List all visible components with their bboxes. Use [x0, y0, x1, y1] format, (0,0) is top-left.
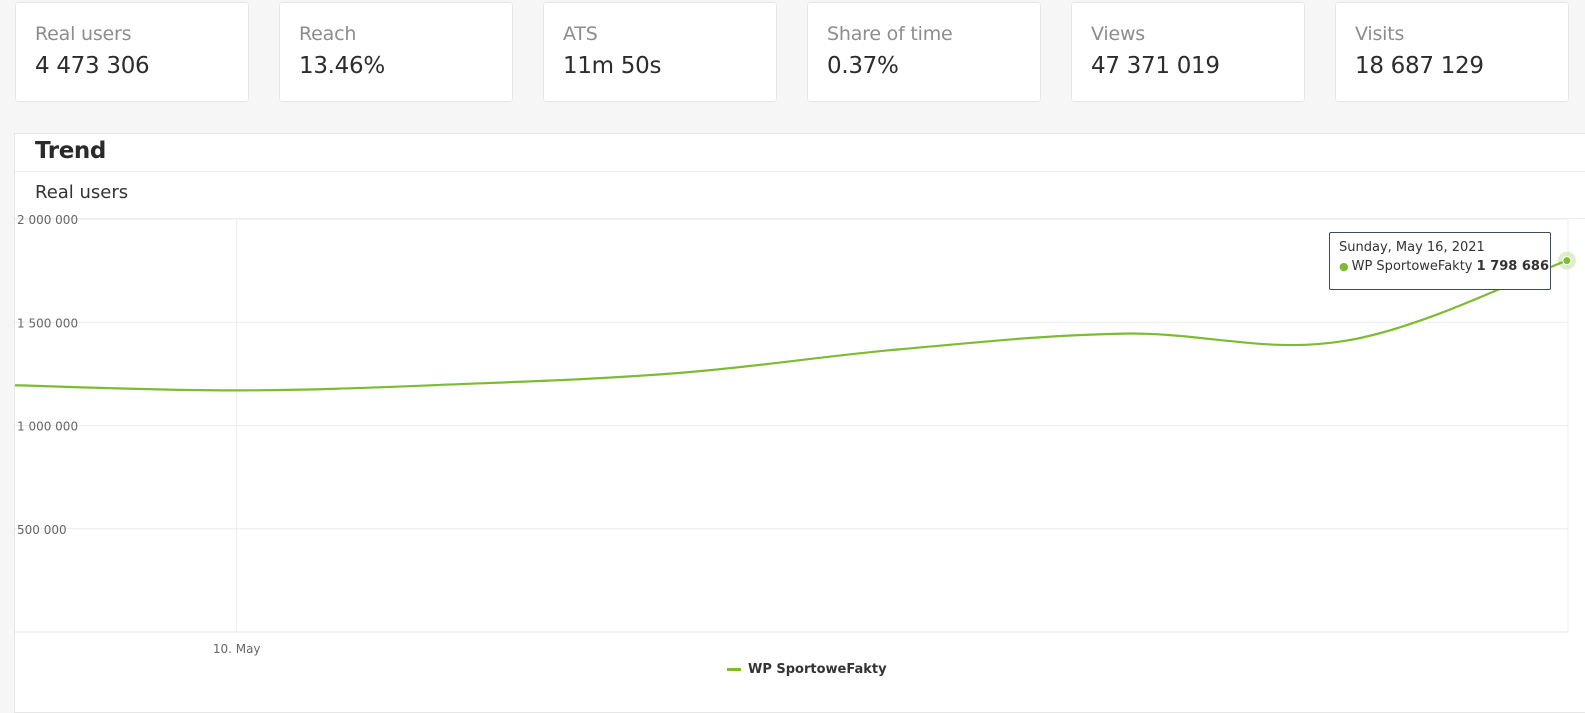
kpi-label: Share of time	[827, 23, 953, 45]
chart-tooltip: Sunday, May 16, 2021 ● WP SportoweFakty 1…	[1329, 232, 1551, 290]
kpi-card-reach[interactable]: Reach 13.46%	[279, 2, 513, 102]
panel-title: Trend	[35, 138, 106, 164]
y-tick-label: 1 500 000	[17, 316, 78, 330]
chart-subtitle: Real users	[35, 182, 129, 203]
y-tick-label: 2 000 000	[17, 213, 78, 227]
y-tick-label: 1 000 000	[17, 420, 78, 434]
tooltip-series: WP SportoweFakty	[1351, 259, 1473, 274]
kpi-cards: Real users 4 473 306 Reach 13.46% ATS 11…	[15, 2, 1585, 104]
kpi-label: Visits	[1355, 23, 1405, 45]
tooltip-date: Sunday, May 16, 2021	[1339, 240, 1485, 255]
kpi-value: 13.46%	[299, 53, 385, 79]
kpi-label: Real users	[35, 23, 132, 45]
series-dot-icon: ●	[1339, 260, 1349, 273]
kpi-label: Reach	[299, 23, 357, 45]
x-tick-label: 10. May	[213, 642, 261, 656]
kpi-value: 18 687 129	[1355, 53, 1484, 79]
kpi-value: 0.37%	[827, 53, 899, 79]
kpi-label: ATS	[563, 23, 598, 45]
divider	[15, 171, 1585, 172]
kpi-value: 47 371 019	[1091, 53, 1220, 79]
chart-legend[interactable]: WP SportoweFakty	[727, 662, 887, 677]
data-point	[1562, 256, 1572, 266]
kpi-value: 11m 50s	[563, 53, 662, 79]
y-tick-label: 500 000	[17, 523, 67, 537]
kpi-card-views[interactable]: Views 47 371 019	[1071, 2, 1305, 102]
series-line	[14, 259, 1568, 392]
kpi-value: 4 473 306	[35, 53, 150, 79]
kpi-card-visits[interactable]: Visits 18 687 129	[1335, 2, 1569, 102]
kpi-card-ats[interactable]: ATS 11m 50s	[543, 2, 777, 102]
kpi-label: Views	[1091, 23, 1145, 45]
legend-line-icon	[727, 668, 741, 671]
legend-label: WP SportoweFakty	[748, 662, 887, 677]
tooltip-value: 1 798 686	[1476, 259, 1550, 274]
kpi-card-real-users[interactable]: Real users 4 473 306	[15, 2, 249, 102]
kpi-card-share-of-time[interactable]: Share of time 0.37%	[807, 2, 1041, 102]
trend-panel: Trend Real users	[14, 133, 1585, 713]
